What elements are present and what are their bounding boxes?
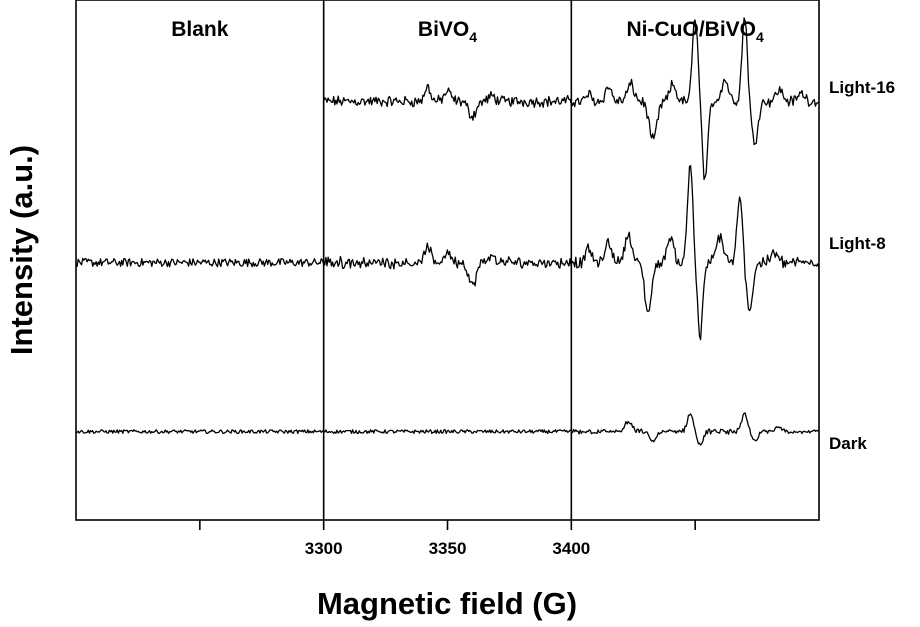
panel-title-main: Ni-CuO/BiVO <box>627 18 757 41</box>
panel-title-main: BiVO <box>418 18 469 41</box>
spectra-lines <box>75 17 820 446</box>
panel-title-0: Blank <box>171 18 229 41</box>
series-line-dark-seg-0 <box>75 429 324 435</box>
series-line-light-8-seg-0 <box>75 257 325 268</box>
x-axis-ticks: 3300 3350 3400 <box>199 520 696 558</box>
series-label-dark: Dark <box>829 434 867 453</box>
y-axis-label: Intensity (a.u.) <box>4 145 39 355</box>
series-line-light-8-seg-1 <box>323 242 572 287</box>
panel-title-main: Blank <box>171 18 229 41</box>
series-line-light-16-seg-1 <box>570 17 820 181</box>
panel-title-subscript: 4 <box>469 29 477 45</box>
panel-title-subscript: 4 <box>756 29 764 45</box>
series-label-light-16: Light-16 <box>829 78 895 97</box>
series-line-light-16-seg-0 <box>323 84 572 121</box>
panel-title-2: Ni-CuO/BiVO4 <box>627 18 765 45</box>
series-label-light-8: Light-8 <box>829 234 886 253</box>
series-line-dark-seg-1 <box>323 429 572 435</box>
panel-title-1: BiVO4 <box>418 18 477 45</box>
panel-titles: Blank BiVO4 Ni-CuO/BiVO4 <box>171 18 764 45</box>
x-tick-label-3400: 3400 <box>552 539 590 558</box>
series-labels: Light-16 Light-8 Dark <box>829 78 895 453</box>
x-tick-label-3300: 3300 <box>305 539 343 558</box>
series-line-dark-seg-2 <box>570 412 820 446</box>
series-line-light-8-seg-2 <box>570 165 820 341</box>
x-tick-label-3350: 3350 <box>429 539 467 558</box>
panel-dividers <box>322 0 573 520</box>
plot-frame <box>75 0 820 521</box>
x-axis-label: Magnetic field (G) <box>317 586 577 621</box>
